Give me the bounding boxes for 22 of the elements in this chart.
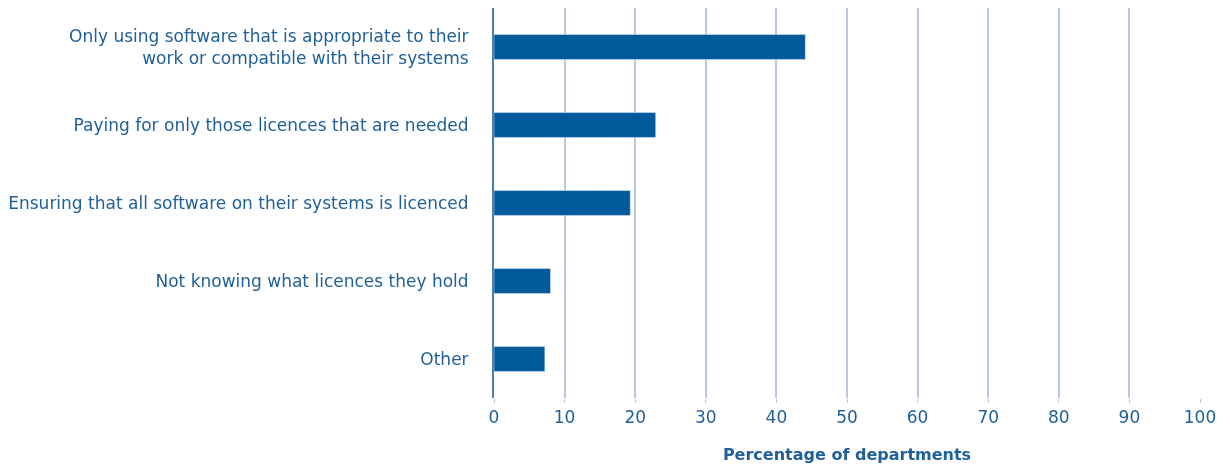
x-tick-label: 100: [1183, 407, 1217, 428]
x-tick-label: 0: [488, 407, 500, 428]
bar: [494, 34, 806, 60]
y-tick-label: Only using software that is appropriate to their work or compatible with their systems: [69, 25, 469, 68]
y-tick-label: Other: [420, 348, 469, 369]
x-axis-title: Percentage of departments: [722, 445, 972, 465]
x-tick-label: 80: [1047, 407, 1070, 428]
y-tick-label: Ensuring that all software on their systems is licenced: [8, 192, 469, 213]
x-tick-label: 40: [765, 407, 788, 428]
x-tick-label: 20: [624, 407, 647, 428]
bar: [494, 346, 546, 372]
x-tick-label: 50: [836, 407, 858, 428]
x-tick-label: 60: [906, 407, 929, 428]
bar: [494, 112, 656, 138]
bar: [494, 268, 551, 294]
y-tick-label: Paying for only those licences that are needed: [73, 114, 469, 135]
x-tick-label: 10: [553, 407, 576, 428]
x-tick-label: 90: [1118, 407, 1141, 428]
y-tick-label: Not knowing what licences they hold: [155, 270, 469, 291]
bar: [494, 190, 631, 216]
x-tick-label: 30: [694, 407, 717, 428]
x-tick-label: 70: [977, 407, 1000, 428]
